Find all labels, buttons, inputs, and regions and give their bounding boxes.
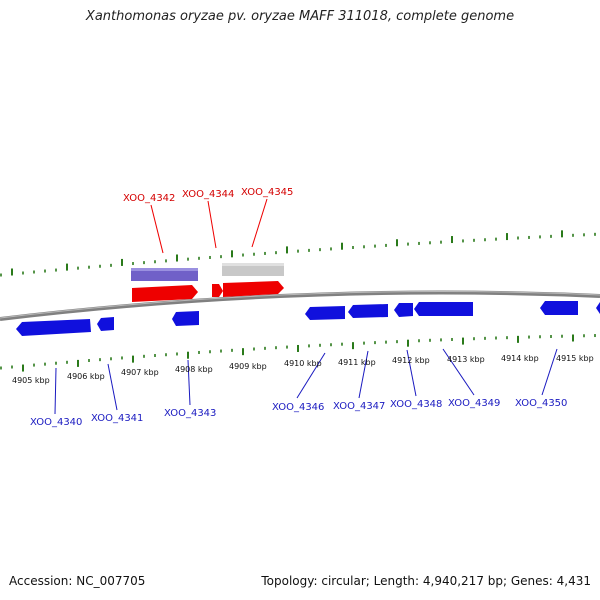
gene-arrow-xoo-4341 bbox=[97, 317, 114, 331]
gene-arrow-xoo-4349 bbox=[414, 302, 473, 316]
gene-arrow-xoo-4347 bbox=[348, 304, 388, 318]
gene-label-xoo-4349: XOO_4349 bbox=[448, 398, 500, 409]
gene-label-xoo-4345: XOO_4345 bbox=[241, 187, 293, 198]
topology-text: Topology: circular; Length: 4,940,217 bp… bbox=[261, 574, 591, 588]
kbp-label: 4907 kbp bbox=[121, 368, 159, 377]
gene-arrow-xoo-4343 bbox=[172, 311, 199, 326]
gene-arrow-xoo-4348 bbox=[394, 303, 413, 317]
gene-label-xoo-4340: XOO_4340 bbox=[30, 417, 82, 428]
tick-row-top bbox=[0, 230, 596, 277]
gene-label-xoo-4343: XOO_4343 bbox=[164, 408, 216, 419]
reverse-genes bbox=[16, 301, 600, 336]
kbp-label: 4912 kbp bbox=[392, 356, 430, 365]
gene-arrow-xoo-4342 bbox=[132, 285, 198, 302]
gene-label-xoo-4346: XOO_4346 bbox=[272, 402, 324, 413]
bottom-gene-labels: XOO_4340 XOO_4341 XOO_4343 XOO_4346 XOO_… bbox=[30, 398, 567, 428]
kbp-label: 4914 kbp bbox=[501, 354, 539, 363]
gene-label-xoo-4348: XOO_4348 bbox=[390, 399, 442, 410]
kbp-label: 4910 kbp bbox=[284, 359, 322, 368]
top-gene-labels: XOO_4342 XOO_4344 XOO_4345 bbox=[123, 187, 293, 204]
gene-label-xoo-4344: XOO_4344 bbox=[182, 189, 234, 200]
kbp-label: 4909 kbp bbox=[229, 362, 267, 371]
kbp-label: 4908 kbp bbox=[175, 365, 213, 374]
gene-arrow-xoo-4345 bbox=[223, 281, 284, 297]
kbp-label: 4911 kbp bbox=[338, 358, 376, 367]
kbp-label: 4913 kbp bbox=[447, 355, 485, 364]
gene-label-xoo-4347: XOO_4347 bbox=[333, 401, 385, 412]
track-bar-blue bbox=[131, 268, 198, 281]
gene-arrow-xoo-4350 bbox=[540, 301, 578, 315]
kbp-labels: 4905 kbp 4906 kbp 4907 kbp 4908 kbp 4909… bbox=[12, 354, 594, 385]
kbp-label: 4915 kbp bbox=[556, 354, 594, 363]
genome-title: Xanthomonas oryzae pv. oryzae MAFF 31101… bbox=[85, 9, 515, 24]
gene-label-xoo-4342: XOO_4342 bbox=[123, 193, 175, 204]
gene-arrow-xoo-4344 bbox=[212, 284, 223, 297]
accession-text: Accession: NC_007705 bbox=[9, 574, 146, 588]
gene-label-xoo-4350: XOO_4350 bbox=[515, 398, 567, 409]
gene-arrow-xoo-4340 bbox=[16, 319, 91, 336]
gene-arrow-xoo-4346 bbox=[305, 306, 345, 320]
genome-backbone bbox=[0, 290, 600, 321]
kbp-label: 4906 kbp bbox=[67, 372, 105, 381]
gene-arrow-partial bbox=[596, 302, 600, 314]
tick-row-bottom bbox=[0, 334, 596, 372]
gene-label-xoo-4341: XOO_4341 bbox=[91, 413, 143, 424]
forward-genes bbox=[132, 281, 284, 302]
kbp-label: 4905 kbp bbox=[12, 376, 50, 385]
track-bar-gray bbox=[222, 263, 284, 276]
